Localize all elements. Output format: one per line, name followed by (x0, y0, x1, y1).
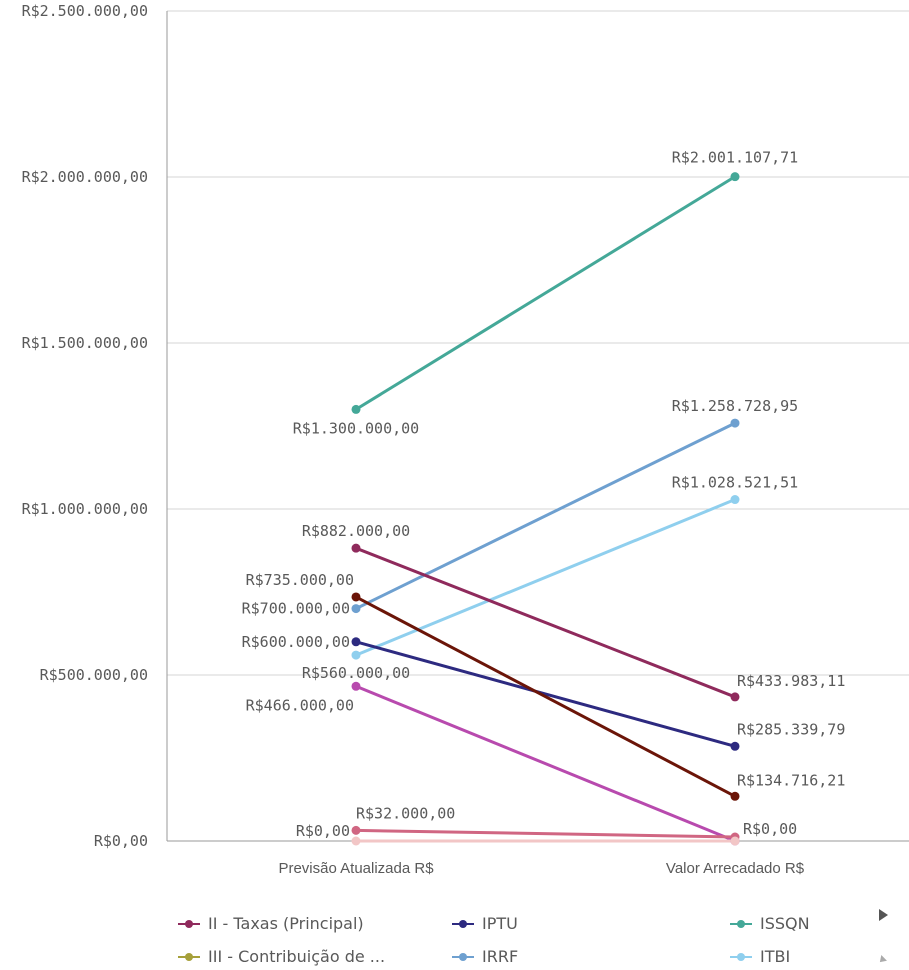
legend-label: ISSQN (760, 914, 810, 933)
x-category-label: Valor Arrecadado R$ (666, 860, 805, 877)
series-line (355, 828, 736, 839)
data-label: R$1.300.000,00 (293, 419, 419, 437)
data-label: R$1.028.521,51 (672, 474, 798, 492)
data-point[interactable] (351, 543, 361, 553)
data-label: R$882.000,00 (302, 522, 410, 540)
y-tick-label: R$500.000,00 (40, 666, 148, 684)
data-label: R$2.001.107,71 (672, 149, 798, 167)
data-label: R$433.983,11 (737, 672, 845, 690)
data-point[interactable] (351, 604, 361, 614)
data-point[interactable] (730, 172, 740, 182)
data-label: R$134.716,21 (737, 771, 845, 789)
data-label: R$285.339,79 (737, 720, 845, 738)
legend-swatch-icon (730, 952, 752, 962)
data-point[interactable] (351, 836, 361, 846)
data-point[interactable] (730, 418, 740, 428)
data-label: R$32.000,00 (356, 804, 455, 822)
data-point[interactable] (351, 592, 361, 602)
legend-item-itbi[interactable]: ITBI (730, 947, 790, 966)
legend-swatch-icon (730, 919, 752, 929)
data-label: R$0,00 (743, 820, 797, 838)
legend-label: IPTU (482, 914, 518, 933)
series-line (355, 421, 736, 610)
legend-label: III - Contribuição de ... (208, 947, 386, 966)
data-point[interactable] (351, 681, 361, 691)
y-tick-label: R$0,00 (94, 832, 148, 850)
legend-label: IRRF (482, 947, 519, 966)
legend-item-ii-taxas[interactable]: II - Taxas (Principal) (178, 914, 364, 933)
legend-swatch-icon (452, 952, 474, 962)
legend-item-issqn[interactable]: ISSQN (730, 914, 810, 933)
data-label: R$466.000,00 (246, 696, 354, 714)
data-point[interactable] (730, 495, 740, 505)
data-point[interactable] (730, 836, 740, 846)
data-label: R$735.000,00 (246, 571, 354, 589)
data-point[interactable] (730, 791, 740, 801)
series-line (355, 595, 736, 798)
x-category-label: Previsão Atualizada R$ (278, 860, 434, 877)
legend-label: II - Taxas (Principal) (208, 914, 364, 933)
data-point[interactable] (351, 650, 361, 660)
line-chart: R$0,00 R$500.000,00 R$1.000.000,00 R$1.500.… (22, 2, 909, 877)
y-tick-label: R$2.500.000,00 (22, 2, 148, 20)
data-label: R$700.000,00 (242, 600, 350, 618)
series-line (355, 640, 736, 748)
y-tick-label: R$2.000.000,00 (22, 168, 148, 186)
legend-swatch-icon (178, 919, 200, 929)
legend-item-irrf[interactable]: IRRF (452, 947, 518, 966)
series-line (355, 684, 736, 843)
legend-swatch-icon (452, 919, 474, 929)
data-label: R$1.258.728,95 (672, 397, 798, 415)
legend-item-iptu[interactable]: IPTU (452, 914, 518, 933)
y-tick-label: R$1.500.000,00 (22, 334, 148, 352)
data-label: R$0,00 (296, 822, 350, 840)
data-point[interactable] (351, 825, 361, 835)
data-label: R$600.000,00 (242, 633, 350, 651)
data-point[interactable] (351, 404, 361, 414)
legend-item-iii-contribuicao[interactable]: III - Contribuição de ... (178, 947, 385, 966)
chart-legend: II - Taxas (Principal) IPTU ISSQN III - … (178, 910, 878, 970)
data-label: R$560.000,00 (302, 664, 410, 682)
data-point[interactable] (351, 637, 361, 647)
legend-next-arrow-icon[interactable] (879, 909, 888, 921)
series-line (355, 498, 736, 657)
data-point[interactable] (730, 692, 740, 702)
legend-label: ITBI (760, 947, 791, 966)
data-point[interactable] (730, 741, 740, 751)
series-line (355, 175, 736, 411)
series-line (355, 546, 736, 699)
y-tick-label: R$1.000.000,00 (22, 500, 148, 518)
legend-swatch-icon (178, 952, 200, 962)
